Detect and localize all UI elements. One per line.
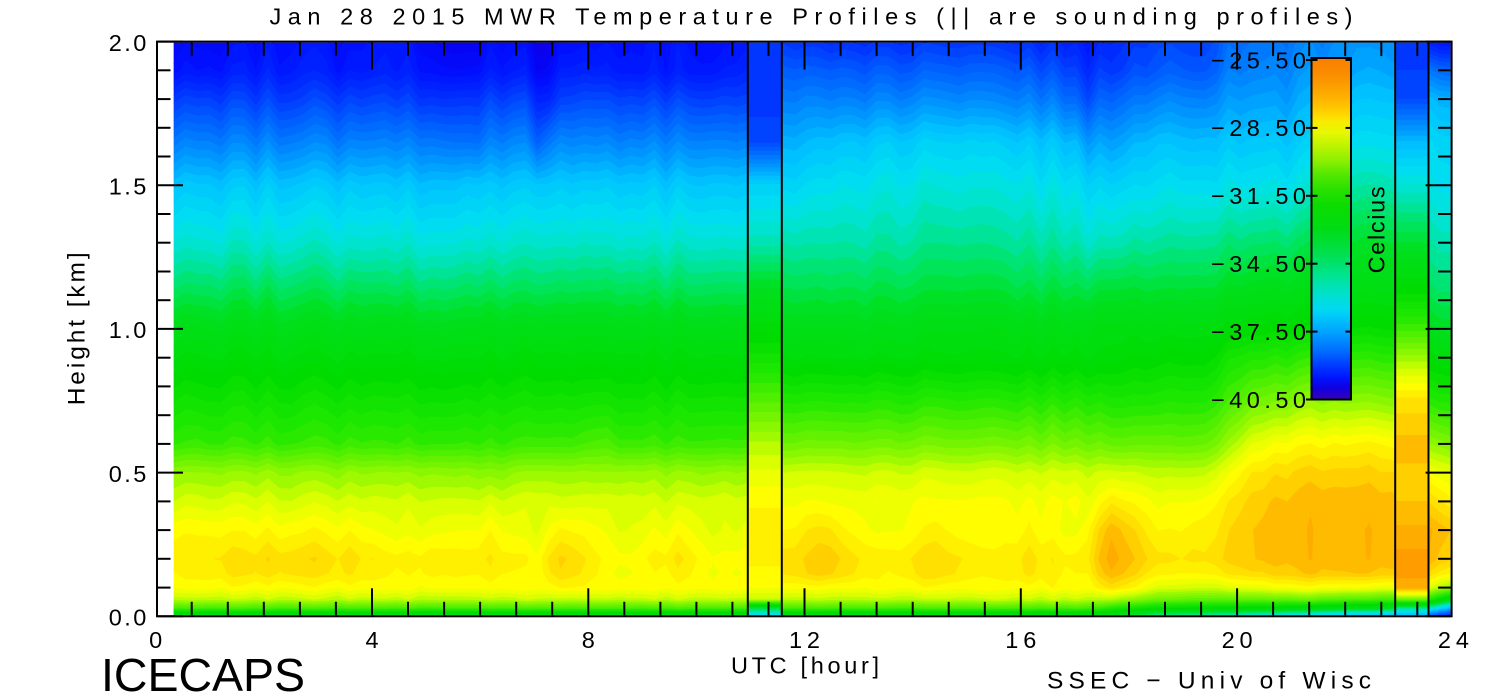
svg-text:SSEC − Univ of Wisc: SSEC − Univ of Wisc (1047, 668, 1371, 695)
svg-text:24: 24 (1438, 627, 1469, 653)
svg-text:2.0: 2.0 (109, 30, 147, 56)
svg-text:12: 12 (789, 627, 820, 653)
svg-text:4: 4 (365, 627, 378, 653)
svg-text:0.5: 0.5 (109, 461, 147, 487)
svg-text:Height [km]: Height [km] (64, 252, 91, 405)
svg-text:ICECAPS: ICECAPS (101, 649, 305, 700)
svg-text:Jan 28 2015 MWR Temperature Pr: Jan 28 2015 MWR Temperature Profiles (||… (270, 3, 1353, 29)
svg-text:16: 16 (1005, 627, 1036, 653)
svg-text:UTC [hour]: UTC [hour] (731, 653, 879, 679)
svg-text:20: 20 (1222, 627, 1253, 653)
svg-text:0: 0 (149, 627, 162, 653)
svg-text:1.5: 1.5 (109, 174, 147, 200)
svg-text:1.0: 1.0 (109, 317, 147, 343)
svg-text:0.0: 0.0 (109, 605, 147, 631)
svg-text:8: 8 (582, 627, 595, 653)
svg-text:Celcius: Celcius (1364, 186, 1390, 273)
